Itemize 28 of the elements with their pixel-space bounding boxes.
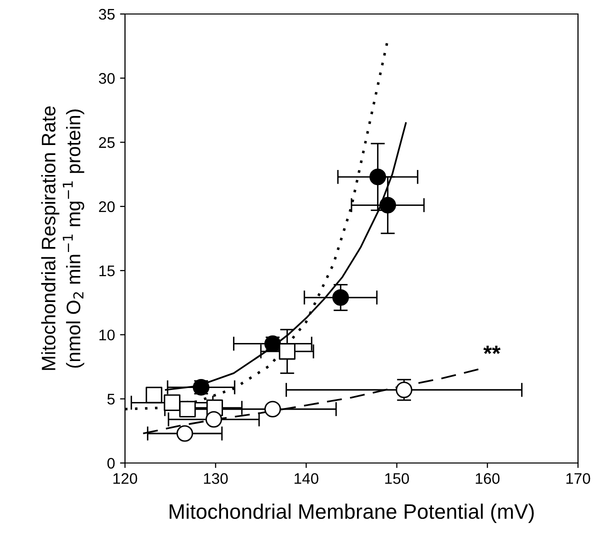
y-tick-label: 25 [99, 137, 115, 148]
point [164, 394, 180, 412]
x-tick-label: 130 [204, 473, 228, 484]
y-tick-label: 20 [99, 201, 115, 212]
x-axis-title: Mitochondrial Membrane Potential (mV) [170, 504, 534, 524]
point [379, 196, 396, 214]
point [332, 289, 349, 306]
point [369, 168, 386, 186]
x-tick-label: 160 [476, 473, 500, 484]
y-tick-label: 15 [99, 266, 115, 276]
y-tick-label: 10 [99, 330, 115, 340]
point [396, 382, 412, 398]
y-tick-label: 35 [98, 8, 115, 20]
point [176, 425, 194, 442]
point [179, 400, 196, 418]
point [146, 386, 162, 404]
x-tick-label: 140 [294, 473, 318, 484]
x-tick-label: 150 [385, 473, 409, 484]
x-tick-label: 120 [113, 473, 138, 484]
point [205, 411, 222, 428]
point [278, 343, 296, 360]
y-tick-label: 5 [107, 394, 115, 405]
y-tick-label: 0 [107, 458, 115, 469]
annotation: ** [483, 346, 501, 354]
x-tick-label: 170 [566, 473, 590, 484]
point [264, 400, 281, 418]
y-axis-title: Mitochondrial Respiration Rate (nmol O$_{2}$ min$^{−1}$ mg$^{−1}$ protein) [41, 106, 84, 370]
y-tick-label: 30 [98, 73, 115, 84]
